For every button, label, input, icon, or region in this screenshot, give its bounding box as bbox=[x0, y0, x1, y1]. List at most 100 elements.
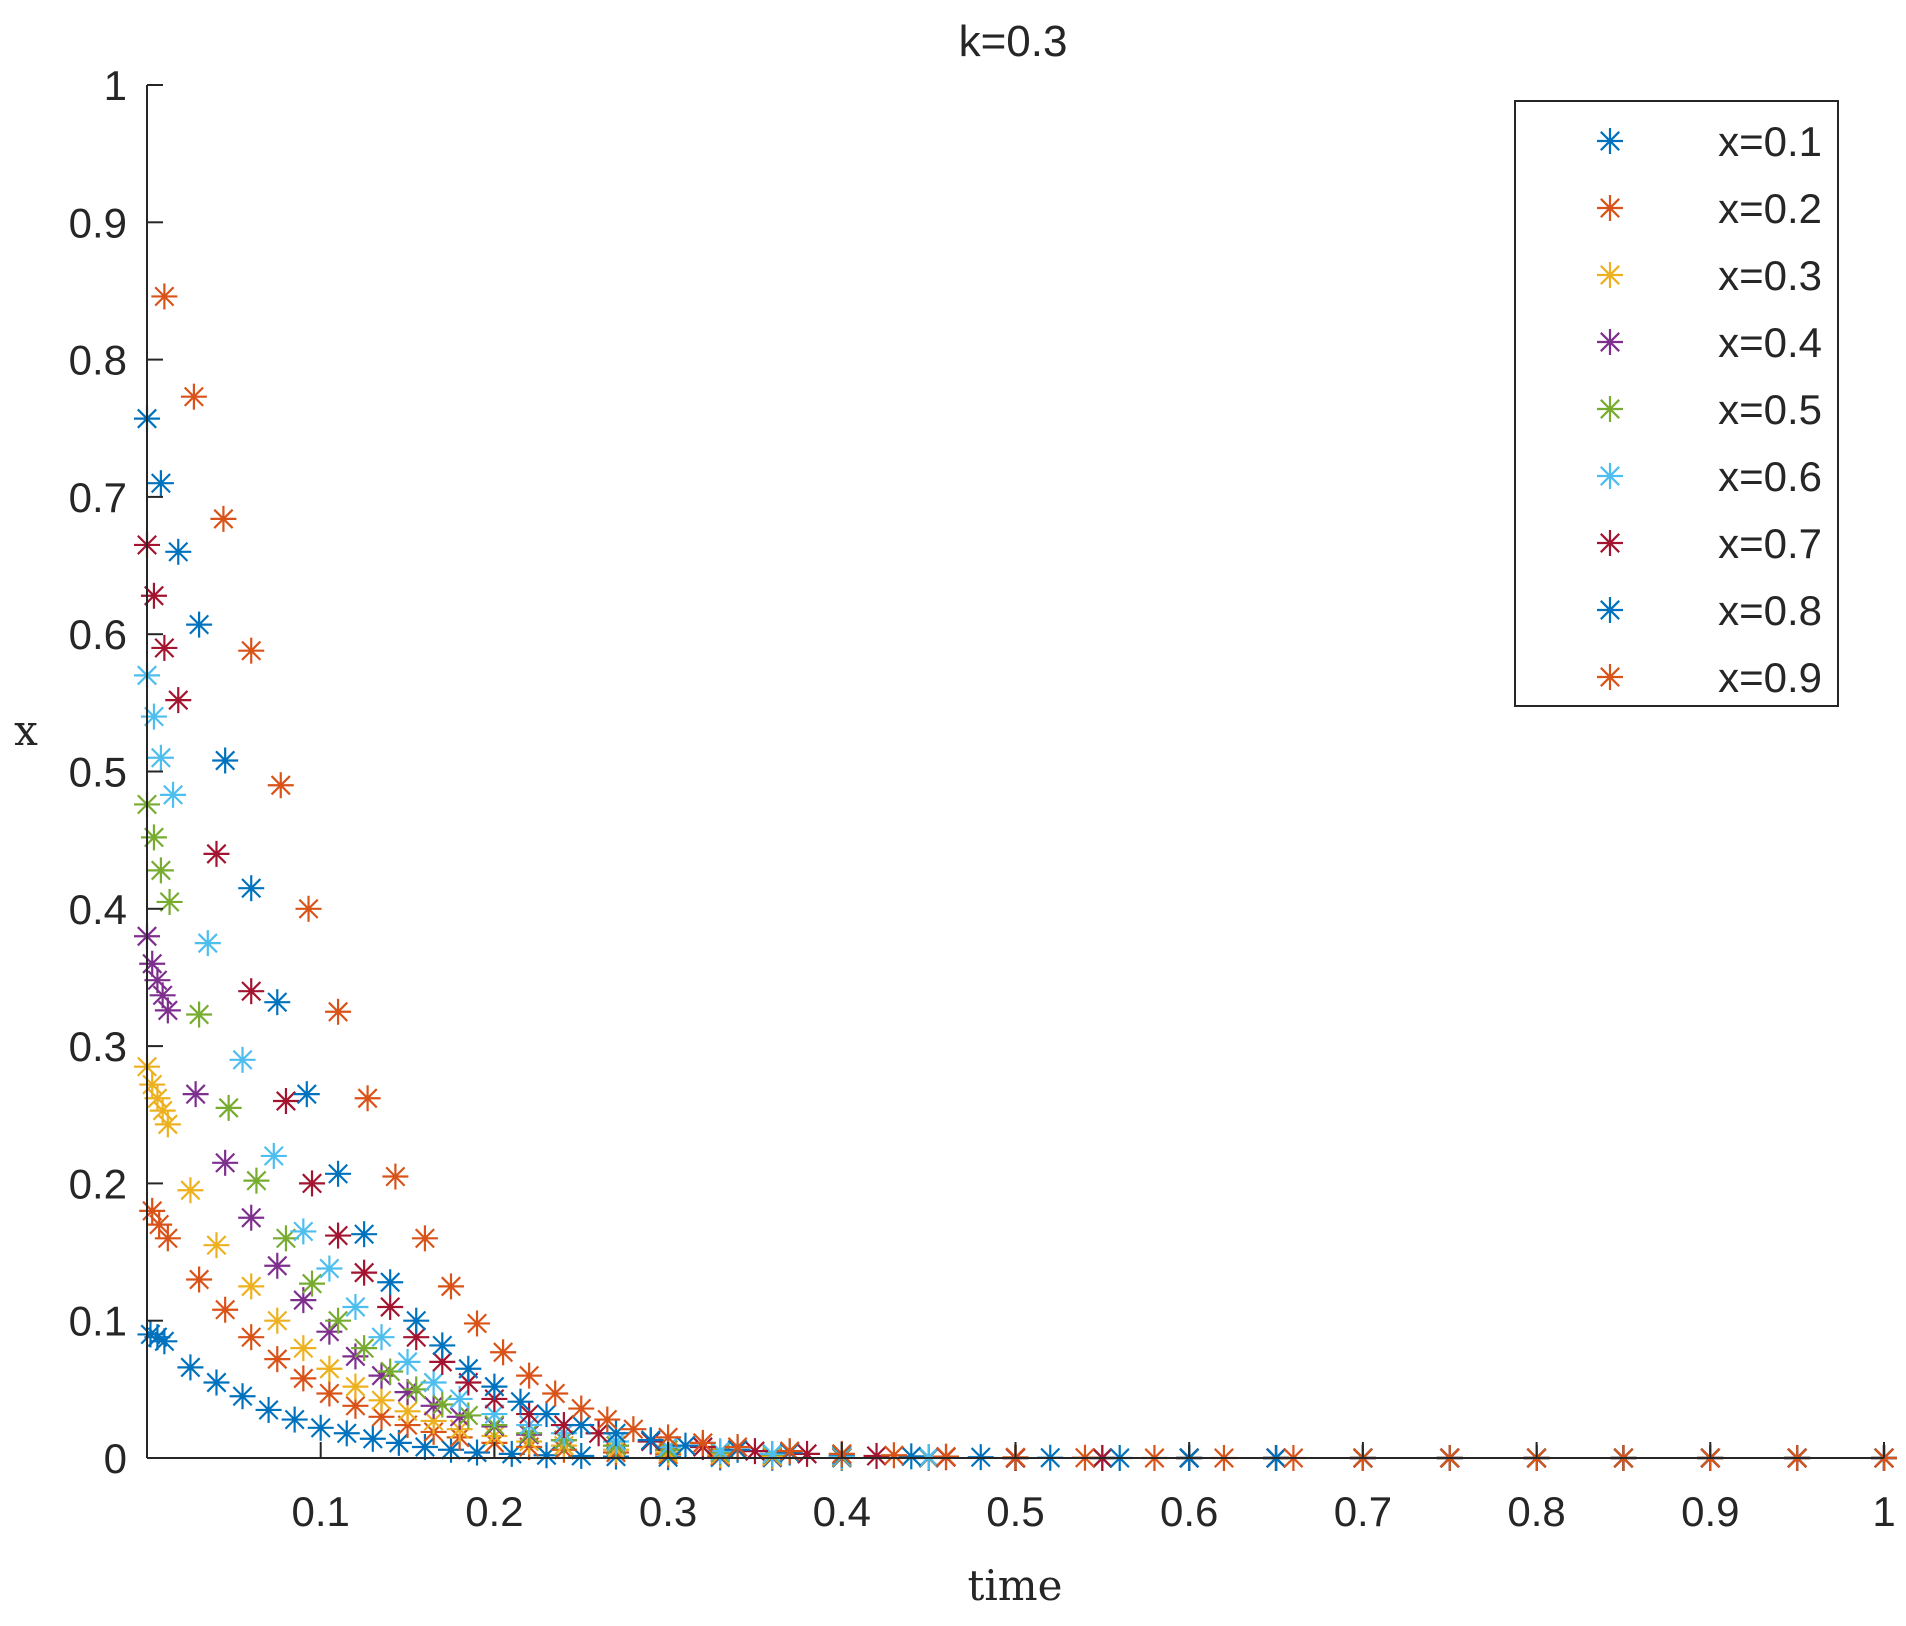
data-point bbox=[933, 1443, 960, 1470]
x-tick-label: 0.5 bbox=[986, 1488, 1044, 1535]
data-point bbox=[203, 1369, 230, 1396]
data-point bbox=[594, 1406, 621, 1433]
legend-item: x=0.2 bbox=[1597, 185, 1822, 232]
legend-label: x=0.2 bbox=[1718, 185, 1822, 232]
legend-label: x=0.1 bbox=[1718, 118, 1822, 165]
series-x=0.4 bbox=[134, 923, 1897, 1471]
data-point bbox=[238, 978, 265, 1005]
legend-marker bbox=[1597, 597, 1623, 623]
y-tick-label: 0.9 bbox=[69, 199, 127, 246]
data-point bbox=[568, 1442, 595, 1469]
data-point bbox=[238, 1324, 265, 1351]
y-tick-label: 0.8 bbox=[69, 337, 127, 384]
data-point bbox=[351, 1259, 378, 1286]
data-point bbox=[212, 1296, 239, 1323]
legend-label: x=0.6 bbox=[1718, 453, 1822, 500]
data-point bbox=[203, 840, 230, 867]
data-point bbox=[359, 1425, 386, 1452]
legend-item: x=0.8 bbox=[1597, 587, 1822, 634]
data-point bbox=[377, 1358, 404, 1385]
data-point bbox=[212, 1149, 239, 1176]
series-x=0.2 bbox=[139, 1197, 1897, 1471]
data-point bbox=[411, 1225, 438, 1252]
data-point bbox=[229, 1383, 256, 1410]
data-point bbox=[177, 1177, 204, 1204]
data-point bbox=[272, 1088, 299, 1115]
x-tick-label: 0.1 bbox=[292, 1488, 350, 1535]
y-tick-label: 0.1 bbox=[69, 1298, 127, 1345]
data-point bbox=[368, 1403, 395, 1430]
legend-label: x=0.3 bbox=[1718, 252, 1822, 299]
data-point bbox=[420, 1369, 447, 1396]
data-point bbox=[140, 824, 167, 851]
legend-box bbox=[1514, 100, 1839, 707]
data-point bbox=[437, 1273, 464, 1300]
data-point bbox=[689, 1429, 716, 1456]
data-point bbox=[212, 747, 239, 774]
y-tick-label: 0.7 bbox=[69, 474, 127, 521]
y-tick-label: 0.4 bbox=[69, 886, 127, 933]
data-point bbox=[325, 1307, 352, 1334]
x-tick-label: 0.3 bbox=[639, 1488, 697, 1535]
data-point bbox=[147, 857, 174, 884]
data-point bbox=[154, 1111, 181, 1138]
data-point bbox=[325, 1160, 352, 1187]
y-tick-label: 0.6 bbox=[69, 611, 127, 658]
data-point bbox=[243, 1167, 270, 1194]
x-tick-label: 0.9 bbox=[1681, 1488, 1739, 1535]
data-point bbox=[154, 1225, 181, 1252]
legend-marker bbox=[1597, 262, 1623, 288]
data-point bbox=[165, 687, 192, 714]
data-point bbox=[194, 930, 221, 957]
legend: x=0.1 x=0.2 x=0.3 x=0.4 x=0.5 x=0.6 x=0.7 x=0.8… bbox=[1514, 100, 1839, 707]
legend-marker bbox=[1597, 195, 1623, 221]
data-point bbox=[411, 1434, 438, 1461]
legend-item: x=0.9 bbox=[1597, 654, 1822, 701]
x-tick-label: 0.6 bbox=[1160, 1488, 1218, 1535]
data-point bbox=[794, 1440, 821, 1467]
data-point bbox=[238, 637, 265, 664]
data-point bbox=[182, 1081, 209, 1108]
legend-label: x=0.4 bbox=[1718, 319, 1822, 366]
data-point bbox=[238, 1273, 265, 1300]
data-point bbox=[290, 1365, 317, 1392]
data-point bbox=[307, 1414, 334, 1441]
data-point bbox=[264, 989, 291, 1016]
x-tick-label: 0.7 bbox=[1334, 1488, 1392, 1535]
legend-label: x=0.8 bbox=[1718, 587, 1822, 634]
data-point bbox=[429, 1348, 456, 1375]
legend-label: x=0.7 bbox=[1718, 520, 1822, 567]
x-tick-label: 0.8 bbox=[1507, 1488, 1565, 1535]
data-point bbox=[290, 1335, 317, 1362]
data-point bbox=[140, 582, 167, 609]
legend-label: x=0.5 bbox=[1718, 386, 1822, 433]
data-point bbox=[139, 1197, 166, 1224]
data-point bbox=[351, 1221, 378, 1248]
data-point bbox=[377, 1293, 404, 1320]
legend-item: x=0.7 bbox=[1597, 520, 1822, 567]
data-point bbox=[144, 1085, 171, 1112]
data-point bbox=[368, 1387, 395, 1414]
data-point bbox=[316, 1355, 343, 1382]
data-point bbox=[281, 1406, 308, 1433]
data-point bbox=[637, 1427, 664, 1454]
y-tick-label: 1 bbox=[104, 62, 127, 109]
data-point bbox=[177, 1354, 204, 1381]
y-tick-label: 0.3 bbox=[69, 1023, 127, 1070]
data-point bbox=[464, 1310, 491, 1337]
data-point bbox=[151, 283, 178, 310]
data-point bbox=[186, 1266, 213, 1293]
data-point bbox=[290, 1218, 317, 1245]
data-point bbox=[147, 744, 174, 771]
data-point bbox=[229, 1046, 256, 1073]
data-point bbox=[394, 1348, 421, 1375]
data-point bbox=[215, 1094, 242, 1121]
data-point bbox=[351, 1335, 378, 1362]
data-point bbox=[429, 1332, 456, 1359]
legend-marker bbox=[1597, 664, 1623, 690]
data-point bbox=[542, 1380, 569, 1407]
data-point bbox=[264, 1252, 291, 1279]
legend-marker bbox=[1597, 329, 1623, 355]
data-point bbox=[403, 1307, 430, 1334]
